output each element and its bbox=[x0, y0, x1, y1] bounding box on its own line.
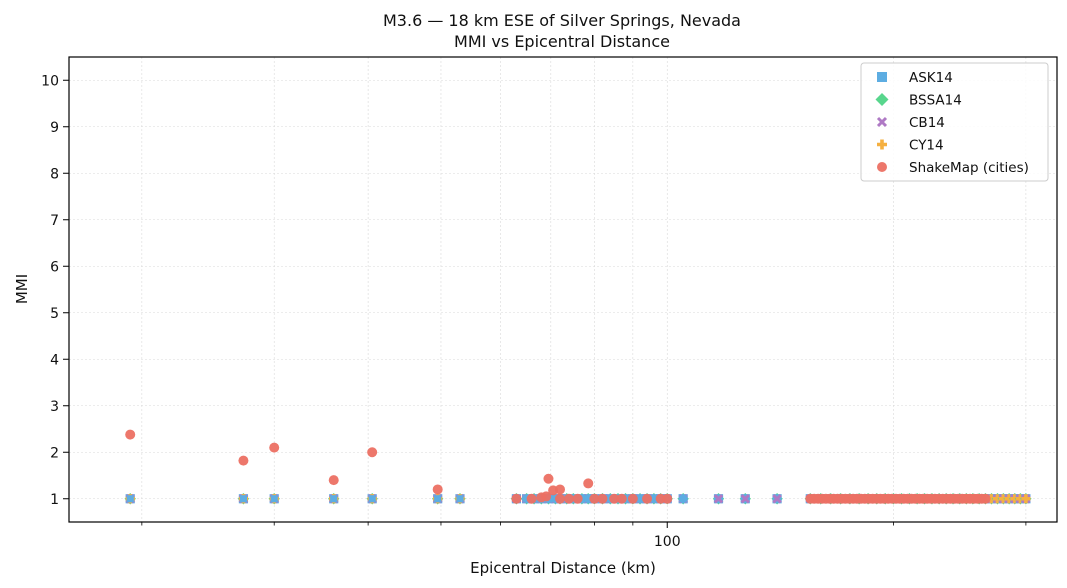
shakemap-point bbox=[367, 447, 378, 458]
x-tick-label: 100 bbox=[654, 534, 681, 550]
chart-subtitle: MMI vs Epicentral Distance bbox=[454, 32, 670, 51]
legend: ASK14 BSSA14 CB14 CY14 ShakeMap (cities) bbox=[860, 62, 1049, 182]
shakemap-point bbox=[269, 442, 280, 453]
legend-label: CB14 bbox=[909, 115, 945, 131]
shakemap-point bbox=[563, 493, 574, 504]
ask14-point bbox=[239, 495, 248, 503]
shakemap-point bbox=[583, 478, 594, 489]
cb14-point bbox=[772, 494, 782, 504]
y-tick-label: 5 bbox=[50, 306, 59, 322]
ask14-point bbox=[650, 495, 658, 503]
shakemap-point bbox=[511, 493, 522, 504]
shakemap-point bbox=[555, 493, 566, 504]
bssa14-legend-marker bbox=[875, 93, 889, 106]
shakemap-point bbox=[980, 493, 991, 504]
shakemap-point bbox=[543, 473, 554, 484]
y-tick-label: 7 bbox=[50, 213, 59, 229]
legend-label: ShakeMap (cities) bbox=[909, 160, 1029, 176]
y-axis-label: MMI bbox=[13, 274, 31, 304]
ask14-point bbox=[330, 495, 338, 503]
legend-label: BSSA14 bbox=[909, 93, 962, 109]
legend-label: ASK14 bbox=[909, 70, 953, 86]
y-tick-label: 6 bbox=[50, 259, 59, 275]
cy14-legend-marker bbox=[877, 139, 887, 150]
ask14-legend-marker bbox=[877, 72, 887, 82]
y-tick-label: 9 bbox=[50, 120, 59, 136]
y-tick-label: 3 bbox=[50, 399, 59, 415]
y-tick-label: 4 bbox=[50, 352, 59, 368]
cb14-legend-marker bbox=[876, 116, 888, 128]
shakemap-point bbox=[572, 493, 583, 504]
shakemap-point bbox=[627, 493, 638, 504]
legend-box bbox=[860, 62, 1049, 182]
shakemap-point bbox=[597, 493, 608, 504]
cb14-point bbox=[740, 494, 751, 504]
data-points bbox=[124, 429, 1032, 505]
shakemap-point bbox=[328, 475, 339, 486]
shakemap-point bbox=[541, 491, 552, 502]
ask14-point bbox=[679, 495, 687, 503]
y-tick-label: 8 bbox=[50, 166, 59, 182]
shakemap-point bbox=[555, 484, 566, 495]
shakemap-point bbox=[616, 493, 627, 504]
shakemap-point bbox=[432, 484, 443, 495]
shakemap-point bbox=[125, 429, 136, 440]
ask14-point bbox=[636, 495, 644, 503]
ask14-point bbox=[368, 495, 376, 503]
shakemap-point bbox=[526, 493, 537, 504]
shakemap-cities--legend-marker bbox=[877, 162, 887, 172]
shakemap-point bbox=[609, 493, 620, 504]
shakemap-point bbox=[642, 493, 653, 504]
cy14-point bbox=[1021, 494, 1031, 504]
shakemap-point bbox=[238, 455, 249, 466]
ask14-point bbox=[584, 495, 592, 503]
ask14-point bbox=[270, 495, 278, 503]
cb14-point bbox=[713, 494, 724, 504]
y-tick-label: 2 bbox=[50, 445, 59, 461]
x-axis-label: Epicentral Distance (km) bbox=[470, 559, 656, 577]
legend-label: CY14 bbox=[909, 138, 944, 154]
ask14-point bbox=[456, 495, 464, 503]
plot-frame bbox=[68, 56, 1058, 523]
ask14-point bbox=[434, 495, 442, 503]
ask14-point bbox=[126, 495, 134, 503]
chart-title: M3.6 — 18 km ESE of Silver Springs, Neva… bbox=[383, 11, 741, 30]
shakemap-point bbox=[589, 493, 600, 504]
y-tick-label: 10 bbox=[41, 73, 59, 89]
ticks: 100 1 2 3 4 5 6 7 8 9 10 bbox=[41, 73, 1027, 550]
y-tick-label: 1 bbox=[50, 492, 59, 508]
shakemap-point bbox=[662, 493, 673, 504]
